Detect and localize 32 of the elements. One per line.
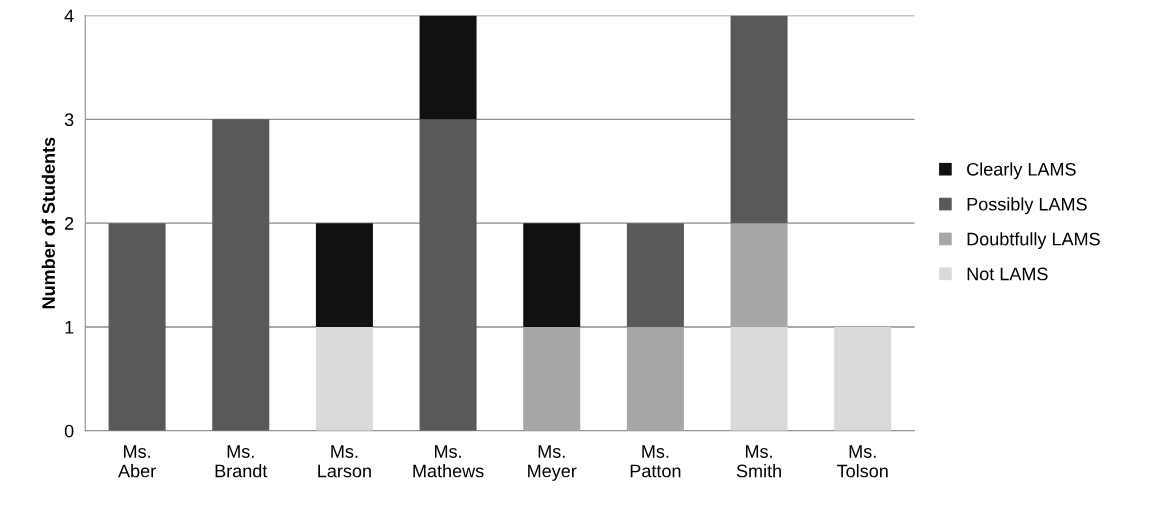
bar <box>626 223 684 327</box>
y-tick-label: 0 <box>64 424 74 438</box>
bar <box>523 326 581 431</box>
y-tick-label: 3 <box>64 113 74 127</box>
bar <box>315 223 373 327</box>
x-tick-label: Ms. Meyer <box>528 445 577 481</box>
y-tick-label: 4 <box>64 9 74 23</box>
bar <box>419 15 477 120</box>
y-axis-title: Number of Students <box>41 137 55 309</box>
bar <box>834 326 892 431</box>
x-tick-label: Ms. Brandt <box>215 445 268 478</box>
x-tick-label: Ms. Aber <box>118 445 156 478</box>
legend-label: Possibly LAMS <box>967 197 1087 215</box>
bar <box>315 326 373 431</box>
x-tick-label: Ms. Mathews <box>413 445 484 478</box>
y-tick-label: 2 <box>65 217 74 230</box>
bar <box>730 223 788 327</box>
bar <box>523 223 581 327</box>
x-tick-label: Ms. Larson <box>318 445 371 478</box>
legend-label: Doubtfully LAMS <box>967 232 1100 250</box>
y-tick-label: 1 <box>65 321 74 334</box>
x-tick-label: Ms. Smith <box>736 445 781 478</box>
bar <box>730 15 788 224</box>
x-tick-label: Ms. Patton <box>630 445 681 478</box>
bar <box>212 119 270 431</box>
bar <box>626 326 684 431</box>
x-tick-label: Ms. Tolson <box>837 445 888 478</box>
bar <box>730 326 788 431</box>
legend-label: Not LAMS <box>967 267 1048 281</box>
legend-label: Clearly LAMS <box>967 162 1076 180</box>
bar <box>419 119 477 431</box>
bar <box>108 223 166 431</box>
